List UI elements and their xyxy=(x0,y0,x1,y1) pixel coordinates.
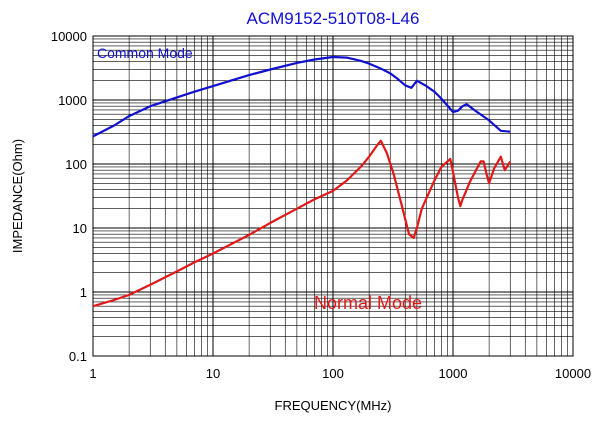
x-tick-label: 10000 xyxy=(555,366,591,381)
y-tick-labels: 10000 1000 100 10 1 0.1 xyxy=(51,29,87,364)
y-tick-label: 1 xyxy=(80,285,87,300)
y-tick-label: 10 xyxy=(73,221,87,236)
y-tick-label: 100 xyxy=(65,157,87,172)
series-layer: Common Mode Normal Mode xyxy=(92,45,512,313)
x-tick-label: 1000 xyxy=(439,366,468,381)
y-axis-label: IMPEDANCE(Ohm) xyxy=(10,139,25,253)
series-line-2 xyxy=(92,139,512,308)
series-line-1 xyxy=(92,55,511,138)
x-tick-label: 1 xyxy=(89,366,96,381)
series-label-1: Common Mode xyxy=(97,45,193,61)
y-tick-label: 1000 xyxy=(58,93,87,108)
x-tick-label: 100 xyxy=(322,366,344,381)
x-axis-label: FREQUENCY(MHz) xyxy=(275,398,392,413)
x-tick-labels: 1 10 100 1000 10000 xyxy=(89,366,591,381)
series-label-2: Normal Mode xyxy=(314,293,422,313)
x-tick-label: 10 xyxy=(206,366,220,381)
plot-area-border xyxy=(92,35,574,357)
chart-title: ACM9152-510T08-L46 xyxy=(247,9,420,28)
y-tick-label: 10000 xyxy=(51,29,87,44)
grid-lines xyxy=(92,36,573,357)
y-tick-label: 0.1 xyxy=(69,349,87,364)
